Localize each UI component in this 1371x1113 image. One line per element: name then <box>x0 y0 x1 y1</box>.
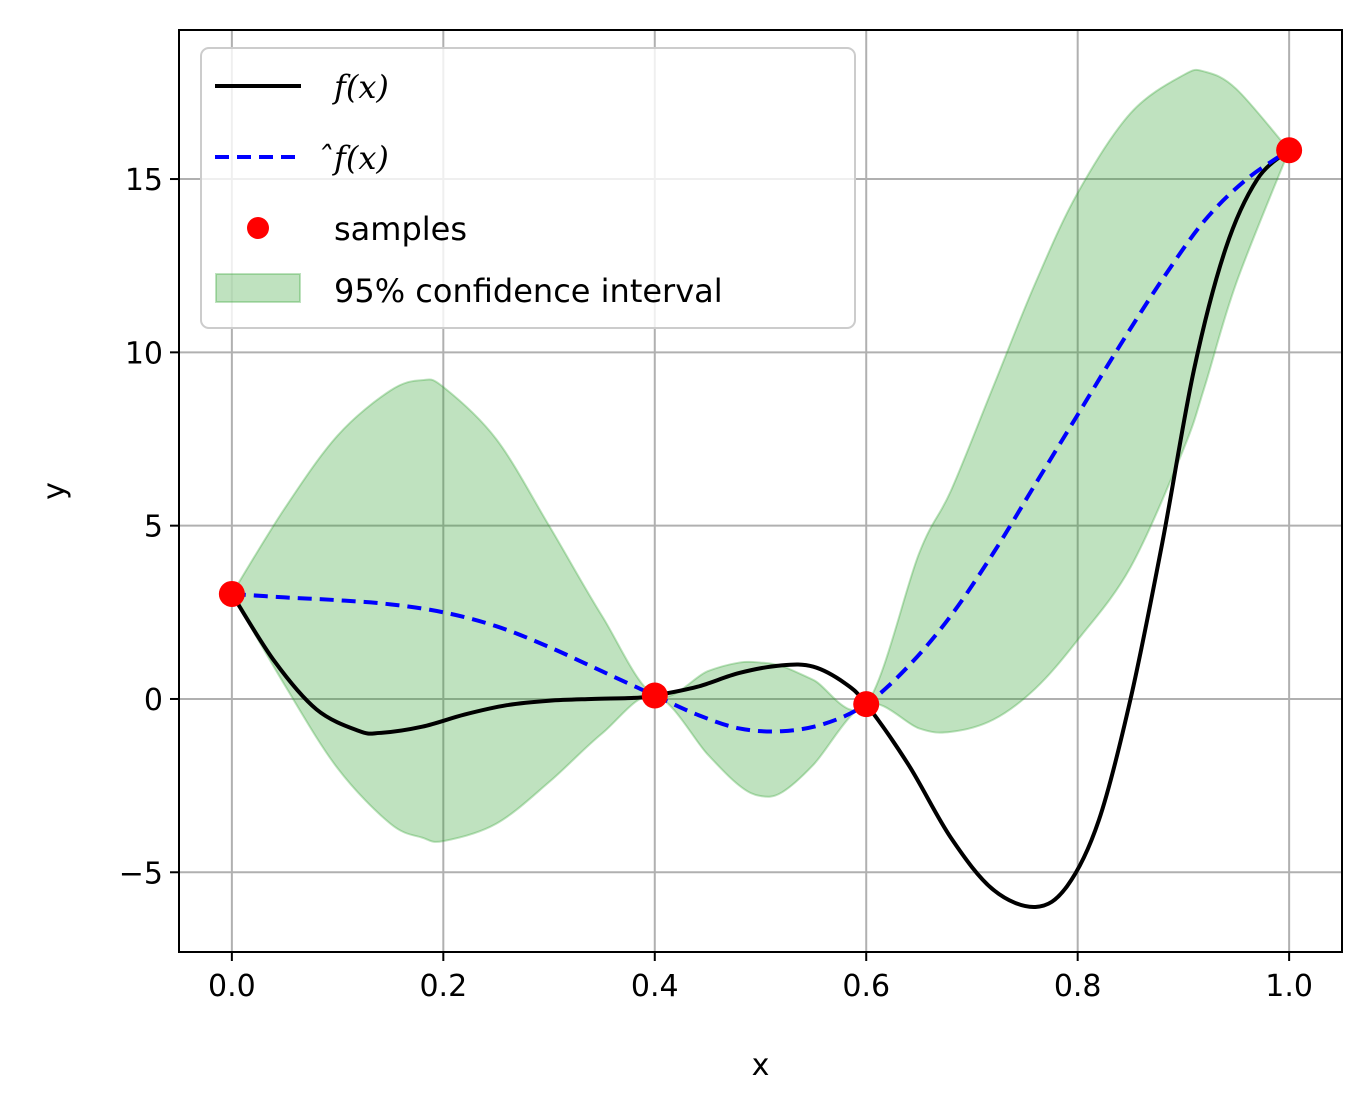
confidence-band-layer <box>230 68 1291 843</box>
sample-point <box>641 682 668 709</box>
x-tick-label: 0.6 <box>842 969 890 1004</box>
y-tick-label: 15 <box>125 163 163 198</box>
x-tick-label: 0.0 <box>208 969 256 1004</box>
line-layer <box>230 148 1291 909</box>
y-tick-label: 0 <box>144 683 163 718</box>
legend-label-ci: 95% confidence interval <box>334 272 723 310</box>
x-tick-label: 0.2 <box>419 969 467 1004</box>
y-tick-label: −5 <box>119 856 163 891</box>
legend-label-samples: samples <box>334 210 467 248</box>
y-tick-label: 5 <box>144 510 163 545</box>
sample-point <box>853 691 880 718</box>
legend-label-f: f(x) <box>332 68 389 106</box>
x-axis-label: x <box>752 1048 770 1083</box>
estimate-line <box>231 148 1291 734</box>
y-axis-label: y <box>37 482 72 500</box>
confidence-band <box>230 68 1291 843</box>
sample-point <box>218 580 245 607</box>
x-tick-label: 0.4 <box>631 969 679 1004</box>
legend-red-dot-icon <box>247 217 269 239</box>
plot-frame <box>178 29 1343 953</box>
legend-green-patch-icon <box>215 273 301 303</box>
y-tick-label: 10 <box>125 336 163 371</box>
sample-point <box>1276 137 1303 164</box>
legend: f(x) ̂f(x) samples 95% confidence interv… <box>200 47 856 329</box>
x-tick-label: 0.8 <box>1054 969 1102 1004</box>
legend-label-f-text: f(x) <box>332 68 389 106</box>
ticks: 0.0 0.2 0.4 0.6 0.8 1.0 −5 0 5 10 15 <box>119 163 1313 1004</box>
true-function-line <box>230 148 1291 909</box>
x-tick-label: 1.0 <box>1265 969 1313 1004</box>
sample-points-layer <box>218 137 1303 718</box>
legend-box <box>200 47 856 329</box>
